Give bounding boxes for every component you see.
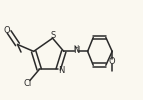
Text: Cl: Cl xyxy=(23,79,31,88)
Text: N: N xyxy=(58,66,64,75)
Text: N: N xyxy=(73,46,80,55)
Text: H: H xyxy=(74,45,79,51)
Text: S: S xyxy=(51,31,56,40)
Text: O: O xyxy=(3,26,10,35)
Text: O: O xyxy=(109,57,116,66)
